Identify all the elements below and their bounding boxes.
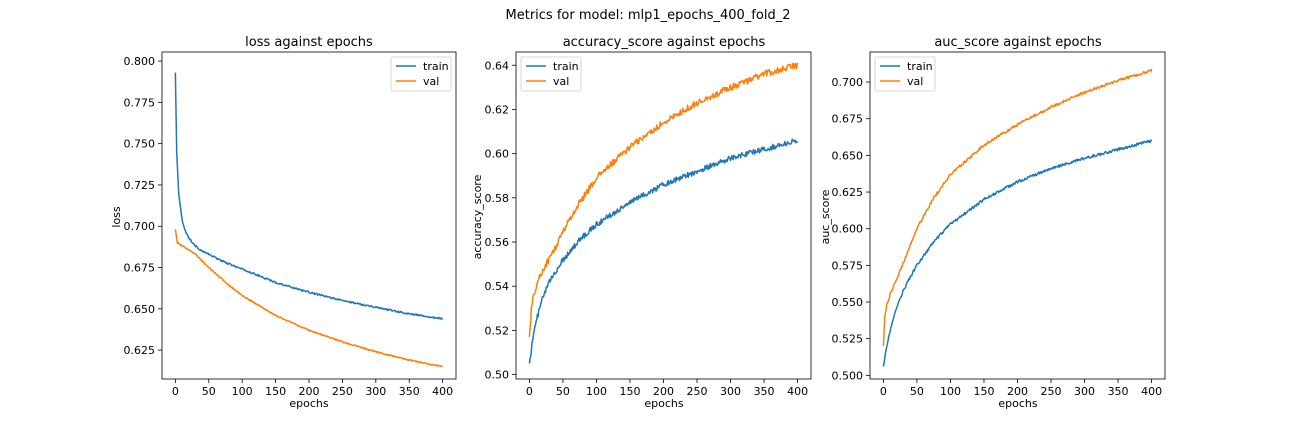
x-tick-label: 400 <box>787 385 808 398</box>
y-axis-label: auc_score <box>819 189 832 244</box>
subplot-loss: loss against epochs epochs loss 0 50 100 15… <box>110 35 457 410</box>
legend: train val <box>390 56 452 92</box>
x-tick-label: 250 <box>1041 385 1062 398</box>
series-line-val <box>528 62 799 338</box>
y-tick-label: 0.56 <box>485 236 510 249</box>
y-tick-label: 0.575 <box>832 259 864 272</box>
x-axis-label: epochs <box>289 397 328 410</box>
y-tick-label: 0.64 <box>485 59 510 72</box>
x-axis-label: epochs <box>998 397 1037 410</box>
x-tick-label: 0 <box>172 385 179 398</box>
legend-label-val: val <box>553 75 569 88</box>
y-tick-label: 0.650 <box>832 149 864 162</box>
series-line-train <box>528 138 798 364</box>
y-tick-label: 0.600 <box>832 223 864 236</box>
x-tick-label: 200 <box>653 385 674 398</box>
series-line-val <box>882 68 1153 347</box>
y-tick-label: 0.54 <box>485 280 510 293</box>
y-tick-label: 0.725 <box>124 179 156 192</box>
y-tick-label: 0.650 <box>124 303 156 316</box>
y-tick-label: 0.750 <box>124 138 156 151</box>
subplot-title: auc_score against epochs <box>934 35 1102 50</box>
legend-label-train: train <box>553 60 579 73</box>
figure-suptitle: Metrics for model: mlp1_epochs_400_fold_… <box>506 8 791 23</box>
series-line-train <box>882 139 1153 367</box>
y-axis-label: accuracy_score <box>471 174 484 259</box>
y-tick-label: 0.60 <box>485 148 510 161</box>
x-tick-label: 350 <box>1108 385 1129 398</box>
x-axis-label: epochs <box>644 397 683 410</box>
series-line-val <box>174 229 443 368</box>
subplot-title: accuracy_score against epochs <box>563 35 766 50</box>
x-tick-label: 150 <box>619 385 640 398</box>
y-tick-label: 0.500 <box>832 369 864 382</box>
x-tick-label: 400 <box>1141 385 1162 398</box>
y-tick-label: 0.58 <box>485 192 510 205</box>
y-tick-label: 0.52 <box>485 324 510 337</box>
subplot-accuracy-score: accuracy_score against epochs epochs acc… <box>471 35 812 410</box>
y-tick-label: 0.62 <box>485 103 510 116</box>
legend-label-val: val <box>423 75 439 88</box>
x-tick-label: 250 <box>687 385 708 398</box>
x-tick-label: 100 <box>586 385 607 398</box>
x-tick-label: 150 <box>265 385 286 398</box>
x-tick-label: 200 <box>299 385 320 398</box>
y-tick-label: 0.800 <box>124 55 156 68</box>
legend: train val <box>874 56 936 92</box>
subplot-title: loss against epochs <box>245 35 373 50</box>
x-tick-label: 350 <box>754 385 775 398</box>
x-tick-label: 50 <box>910 385 924 398</box>
x-tick-label: 150 <box>973 385 994 398</box>
legend-label-train: train <box>907 60 933 73</box>
legend-label-train: train <box>423 60 449 73</box>
x-tick-label: 50 <box>556 385 570 398</box>
y-tick-label: 0.625 <box>832 186 864 199</box>
y-tick-label: 0.625 <box>124 344 156 357</box>
y-tick-label: 0.775 <box>124 96 156 109</box>
x-tick-label: 250 <box>332 385 353 398</box>
y-tick-label: 0.50 <box>485 369 510 382</box>
x-tick-label: 0 <box>526 385 533 398</box>
x-tick-label: 300 <box>720 385 741 398</box>
x-tick-label: 200 <box>1007 385 1028 398</box>
x-tick-label: 100 <box>940 385 961 398</box>
x-tick-label: 50 <box>202 385 216 398</box>
y-axis-label: loss <box>110 206 123 228</box>
x-tick-label: 400 <box>432 385 453 398</box>
x-tick-label: 0 <box>880 385 887 398</box>
x-tick-label: 300 <box>365 385 386 398</box>
legend-label-val: val <box>907 75 923 88</box>
y-tick-label: 0.675 <box>124 262 156 275</box>
y-tick-label: 0.700 <box>832 76 864 89</box>
y-tick-label: 0.675 <box>832 113 864 126</box>
x-tick-label: 100 <box>232 385 253 398</box>
x-tick-label: 350 <box>399 385 420 398</box>
series-line-train <box>174 72 444 320</box>
x-tick-label: 300 <box>1074 385 1095 398</box>
legend: train val <box>520 56 582 92</box>
y-tick-label: 0.700 <box>124 220 156 233</box>
y-tick-label: 0.550 <box>832 296 864 309</box>
subplot-auc-score: auc_score against epochs epochs auc_scor… <box>819 35 1166 410</box>
y-tick-label: 0.525 <box>832 333 864 346</box>
